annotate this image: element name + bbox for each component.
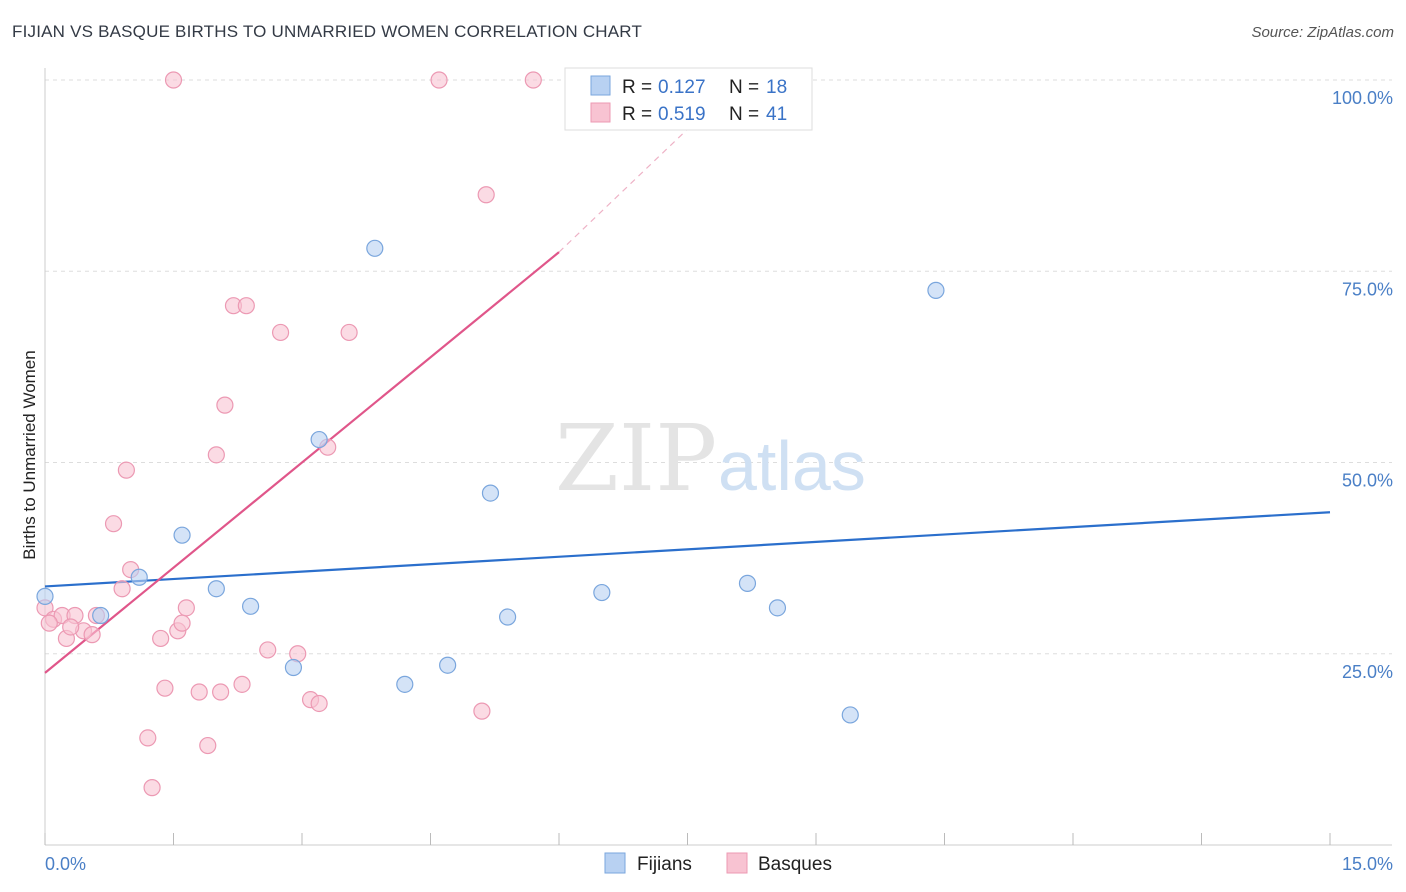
bottom-legend-fijians-label: Fijians [637, 854, 692, 875]
basques-point [237, 297, 255, 315]
basques-point [62, 618, 80, 636]
basques-point [173, 614, 191, 632]
basques-point [40, 614, 58, 632]
bottom-legend: Fijians Basques [604, 852, 832, 875]
y-axis-label: Births to Unmarried Women [20, 350, 39, 559]
y-tick-label: 100.0% [1332, 88, 1393, 108]
basques-trend-line [44, 251, 560, 674]
basques-point [207, 446, 225, 464]
fijians-point [927, 281, 945, 299]
basques-point [473, 702, 491, 720]
basques-point [156, 679, 174, 697]
basques-point [477, 186, 495, 204]
basques-point [117, 461, 135, 479]
legend-basques-swatch [590, 102, 611, 123]
fijians-point [841, 706, 859, 724]
x-tick-label-max: 15.0% [1342, 854, 1393, 874]
legend-basques-r-label: R = [622, 104, 652, 125]
fijians-point [499, 608, 517, 626]
legend-fijians-swatch [590, 75, 611, 96]
fijians-point [366, 239, 384, 257]
legend-fijians-n-value: 18 [766, 77, 787, 98]
fijians-point [310, 430, 328, 449]
basques-point [83, 626, 101, 644]
basques-point [430, 71, 448, 89]
basques-trend-extension [558, 79, 740, 253]
basques-point [139, 729, 157, 747]
basques-point [212, 683, 230, 701]
data-points [36, 71, 945, 797]
basques-point [271, 323, 290, 342]
basques-point [310, 694, 328, 713]
fijians-point [396, 675, 414, 693]
basques-point [113, 580, 131, 598]
fijians-point [92, 606, 110, 625]
basques-point [233, 675, 251, 693]
watermark-zip: ZIP [555, 405, 717, 512]
fijians-point [207, 580, 225, 598]
legend-fijians-r-label: R = [622, 77, 652, 98]
basques-point [164, 71, 183, 89]
fijians-point [481, 484, 500, 502]
legend-fijians-n-label: N = [729, 77, 759, 98]
legend-basques-n-label: N = [729, 104, 759, 125]
watermark: ZIP atlas [555, 405, 866, 512]
basques-point [340, 323, 358, 342]
tick-labels: 25.0% 50.0% 75.0% 100.0% 0.0% 15.0% [45, 88, 1393, 874]
fijians-point [593, 583, 611, 602]
legend-fijians-r-value: 0.127 [658, 77, 706, 98]
basques-point [190, 683, 208, 701]
fijians-point [738, 574, 757, 592]
legend-basques-n-value: 41 [766, 104, 787, 125]
fijians-point [439, 656, 457, 674]
fijians-point [284, 658, 303, 677]
bottom-legend-basques-swatch [726, 852, 748, 874]
y-tick-label: 75.0% [1342, 279, 1393, 299]
y-tick-label: 25.0% [1342, 662, 1393, 682]
fijians-point [768, 599, 787, 617]
bottom-legend-fijians-swatch [604, 852, 626, 874]
basques-point [199, 736, 217, 755]
fijians-point [130, 568, 148, 586]
source-label: Source: ZipAtlas.com [1251, 24, 1394, 41]
trend-lines [44, 79, 1331, 674]
fijians-point [36, 587, 54, 605]
legend: R = 0.127 N = 18 R = 0.519 N = 41 [564, 67, 813, 131]
basques-point [152, 629, 170, 648]
basques-point [259, 641, 277, 659]
fijians-point [173, 526, 191, 544]
x-tick-label-min: 0.0% [45, 854, 86, 874]
grid-lines [45, 79, 1392, 655]
fijians-trend-line [44, 511, 1331, 588]
basques-point [216, 396, 234, 414]
basques-point [143, 779, 161, 797]
bottom-legend-basques-label: Basques [758, 854, 832, 875]
basques-point [177, 599, 195, 617]
basques-point [524, 71, 542, 89]
basques-point [104, 515, 123, 533]
watermark-atlas: atlas [718, 427, 866, 505]
y-tick-label: 50.0% [1342, 471, 1393, 491]
axes [44, 68, 1392, 846]
legend-basques-r-value: 0.519 [658, 104, 706, 125]
chart-title: FIJIAN VS BASQUE BIRTHS TO UNMARRIED WOM… [12, 22, 643, 41]
fijians-point [242, 597, 260, 615]
